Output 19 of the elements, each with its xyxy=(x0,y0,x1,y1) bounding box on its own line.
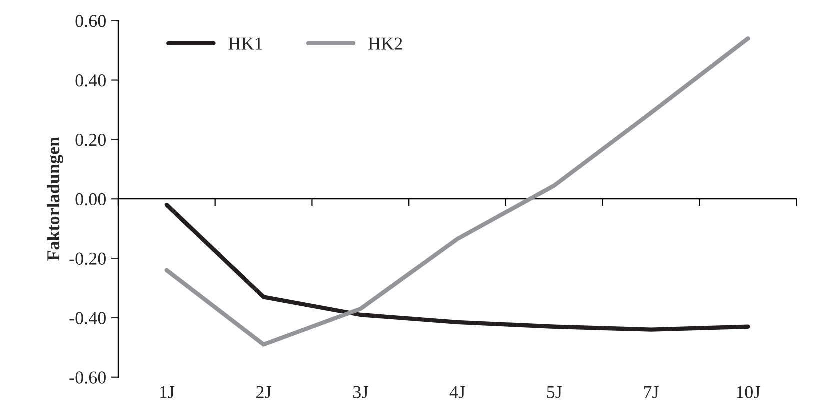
y-tick-label: -0.40 xyxy=(70,312,106,324)
x-tick-label: 5J xyxy=(547,386,562,398)
y-tick-label: -0.60 xyxy=(70,372,106,384)
x-tick-label: 2J xyxy=(256,386,272,398)
line-series xyxy=(164,202,750,332)
y-tick-label: 0.40 xyxy=(76,74,106,87)
legend-label: HK1 xyxy=(228,38,262,50)
x-tick-label: 3J xyxy=(353,386,368,398)
legend-label: HK2 xyxy=(368,38,402,50)
x-tick-label: 10J xyxy=(737,386,760,398)
line-series xyxy=(164,36,750,347)
y-tick-label: -0.20 xyxy=(70,252,106,266)
x-tick-label: 1J xyxy=(160,386,175,398)
y-tick-label: 0.60 xyxy=(76,15,106,28)
y-tick-label: 0.20 xyxy=(76,134,106,146)
x-tick-label: 4J xyxy=(450,386,466,398)
y-axis-title: Faktorladungen xyxy=(46,137,64,262)
y-tick-label: 0.00 xyxy=(76,193,106,206)
x-tick-label: 7J xyxy=(644,386,659,398)
